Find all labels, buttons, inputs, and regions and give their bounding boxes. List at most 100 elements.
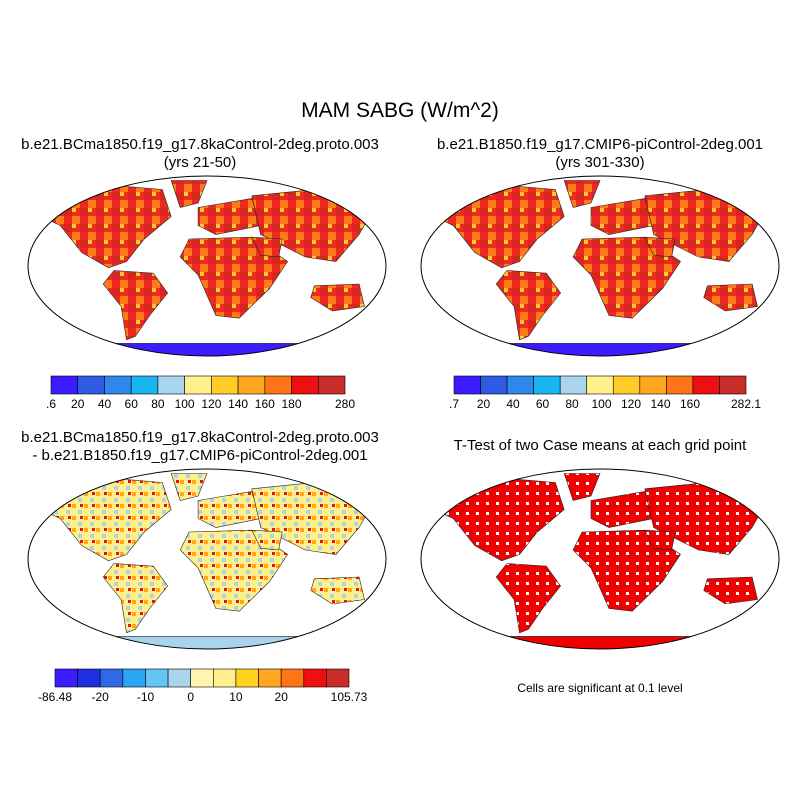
europe-region [590, 491, 655, 528]
colorbar-swatch [453, 375, 481, 395]
colorbar-tick-label: 105.73 [331, 690, 368, 704]
colorbar-swatch [167, 668, 192, 688]
panel-1-title-line1: b.e21.BCma1850.f19_g17.8kaControl-2deg.p… [21, 136, 379, 153]
colorbar-swatch [533, 375, 561, 395]
colorbar-tick-label: 282.1 [731, 397, 761, 411]
colorbar-tick-label: 0 [187, 690, 194, 704]
colorbar-swatch [326, 668, 350, 688]
europe-region [197, 491, 262, 528]
colorbar-swatch [104, 375, 132, 395]
australia-region [703, 576, 758, 605]
colorbar-tick-label: 140 [650, 397, 670, 411]
figure-title: MAM SABG (W/m^2) [301, 99, 499, 122]
panel-1-title: b.e21.BCma1850.f19_g17.8kaControl-2deg.p… [0, 136, 400, 172]
colorbar-tick-label: 80 [151, 397, 165, 411]
colorbar-tick-label: 100 [175, 397, 195, 411]
colorbar-swatch [586, 375, 614, 395]
colorbar-tick-label: .7 [449, 397, 459, 411]
colorbar-tick-label: 10 [229, 690, 243, 704]
colorbar-swatch [211, 375, 239, 395]
colorbar-swatch [54, 668, 78, 688]
colorbar-tick-label: 40 [506, 397, 520, 411]
colorbar-swatch [692, 375, 720, 395]
colorbar-swatch [99, 668, 124, 688]
colorbar-swatch [506, 375, 534, 395]
australia-region [310, 283, 365, 312]
antarctica-region [429, 636, 771, 649]
colorbar-tick-label: 80 [565, 397, 579, 411]
colorbar-swatch [157, 375, 185, 395]
greenland-region [563, 473, 601, 501]
panel-2-title: b.e21.B1850.f19_g17.CMIP6-piControl-2deg… [400, 136, 800, 172]
significance-note: Cells are significant at 0.1 level [517, 681, 683, 695]
colorbar-tick-label: -86.48 [38, 690, 72, 704]
colorbar-swatch [213, 668, 237, 688]
panel-2-colorbar: .7 20 40 60 80 100 120 140 160 282.1 [449, 375, 761, 411]
panel-4-title-line1: T-Test of two Case means at each grid po… [453, 437, 747, 454]
colorbar-tick-label: 100 [591, 397, 611, 411]
colorbar-swatch [317, 375, 346, 395]
europe-region [590, 198, 655, 235]
colorbar-swatch [303, 668, 327, 688]
colorbar-tick-label: 160 [255, 397, 275, 411]
colorbar-tick-label: 180 [281, 397, 301, 411]
panel-4-map [420, 468, 780, 650]
australia-region [703, 283, 758, 312]
colorbar-swatch [258, 668, 282, 688]
panel-3-map [27, 468, 387, 650]
colorbar-tick-label: 20 [71, 397, 85, 411]
colorbar-swatch [184, 375, 212, 395]
colorbar-swatch [145, 668, 169, 688]
colorbar-swatch [719, 375, 747, 395]
colorbar-tick-label: 60 [536, 397, 550, 411]
panel-3-title: b.e21.BCma1850.f19_g17.8kaControl-2deg.p… [0, 429, 400, 465]
colorbar-tick-label: 280 [335, 397, 355, 411]
greenland-region [170, 180, 208, 208]
colorbar-tick-label: 20 [275, 690, 289, 704]
map-border [420, 175, 780, 357]
panel-2-map [420, 175, 780, 357]
colorbar-tick-label: 160 [680, 397, 700, 411]
south-america-region [102, 563, 168, 634]
panel-1-map [27, 175, 387, 357]
colorbar-swatch [130, 375, 159, 395]
europe-region [197, 198, 262, 235]
colorbar-swatch [639, 375, 667, 395]
australia-region [310, 576, 365, 605]
colorbar-swatch [190, 668, 214, 688]
colorbar-tick-label: -20 [92, 690, 110, 704]
greenland-region [563, 180, 601, 208]
greenland-region [170, 473, 208, 501]
panel-2-title-line1: b.e21.B1850.f19_g17.CMIP6-piControl-2deg… [436, 136, 764, 153]
colorbar-swatch [122, 668, 146, 688]
colorbar-swatch [235, 668, 259, 688]
colorbar-swatch [666, 375, 694, 395]
panel-2-title-line2: (yrs 301-330) [555, 154, 645, 171]
colorbar-tick-label: 60 [125, 397, 139, 411]
panel-3-title-line2: - b.e21.B1850.f19_g17.CMIP6-piControl-2d… [32, 447, 368, 464]
colorbar-swatch [612, 375, 641, 395]
colorbar-tick-label: .6 [46, 397, 56, 411]
colorbar-tick-label: -10 [137, 690, 155, 704]
antarctica-region [429, 343, 771, 356]
colorbar-tick-label: 40 [98, 397, 112, 411]
arabia-region [251, 236, 283, 258]
panel-3-title-line1: b.e21.BCma1850.f19_g17.8kaControl-2deg.p… [21, 429, 379, 446]
colorbar-swatch [559, 375, 588, 395]
colorbar-swatch [77, 375, 105, 395]
colorbar-swatch [480, 375, 508, 395]
colorbar-swatch [291, 375, 319, 395]
map-border [27, 175, 387, 357]
south-america-region [495, 270, 561, 341]
colorbar-swatch [280, 668, 305, 688]
map-border [27, 468, 387, 650]
colorbar-swatch [264, 375, 292, 395]
arabia-region [644, 529, 676, 551]
colorbar-tick-label: 120 [621, 397, 641, 411]
panel-4-title: T-Test of two Case means at each grid po… [400, 437, 800, 455]
colorbar-tick-label: 140 [228, 397, 248, 411]
panel-1-colorbar: .6 20 40 60 80 100 120 140 160 180 280 [46, 375, 355, 411]
antarctica-region [36, 343, 378, 356]
panel-3-colorbar: -86.48 -20 -10 0 10 20 105.73 [38, 668, 368, 704]
